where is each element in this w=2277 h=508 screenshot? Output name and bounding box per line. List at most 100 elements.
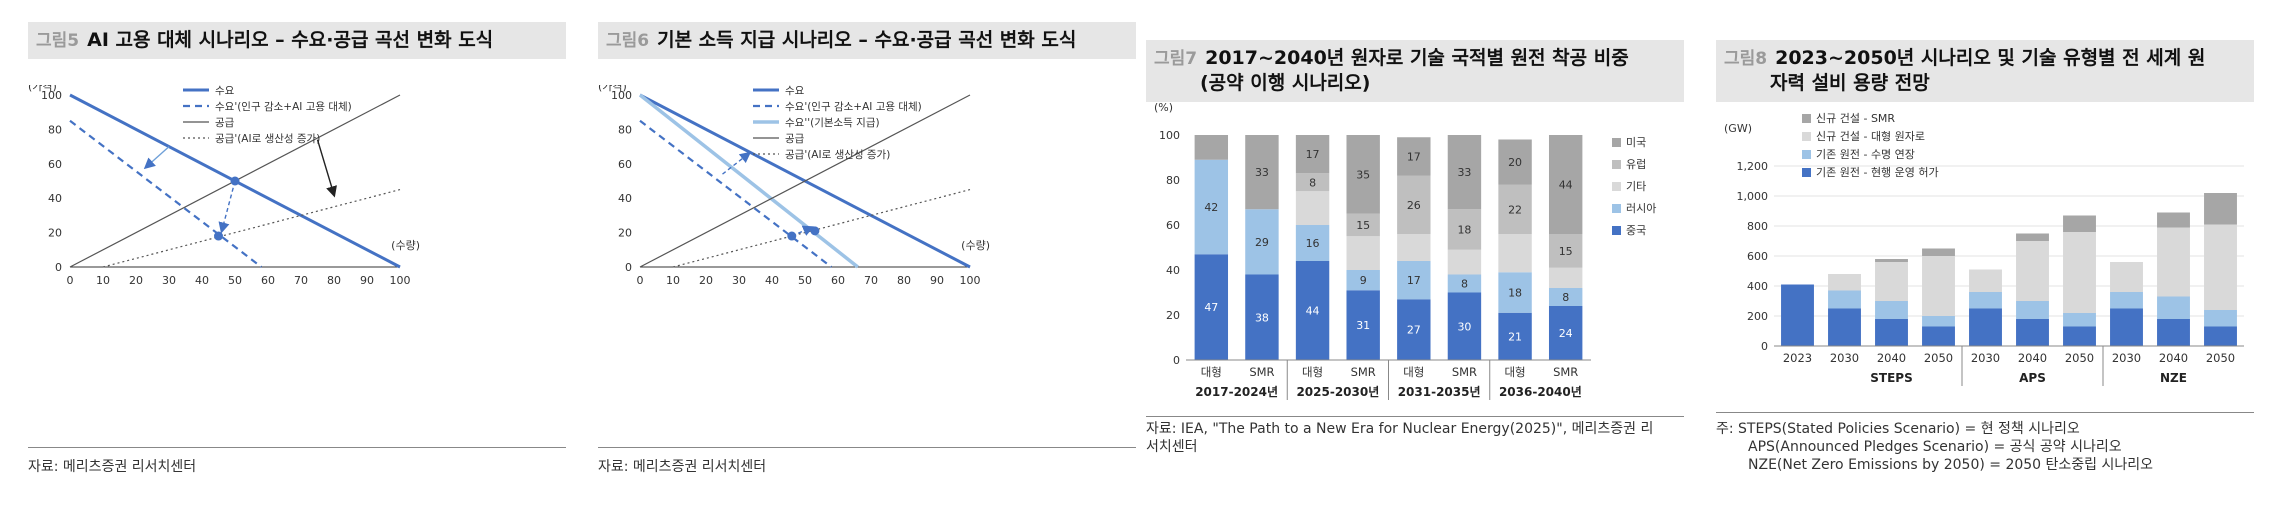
figure-6-chart: (가격) 0 20 40 60 80 100 0 10 20 30 40 50 60 70 80 90 100 (수… [598, 85, 990, 287]
x-tick-label: SMR [1452, 365, 1477, 379]
group-label: STEPS [1870, 371, 1912, 385]
figure-title: 기본 소득 지급 시나리오 – 수요·공급 곡선 변화 도식 [657, 29, 1077, 51]
figure-5-title-bar: 그림5 AI 고용 대체 시나리오 – 수요·공급 곡선 변화 도식 [28, 22, 566, 59]
figure-5-panel: 그림5 AI 고용 대체 시나리오 – 수요·공급 곡선 변화 도식 (가격) 0 2… [28, 0, 566, 508]
legend-swatch [1802, 168, 1811, 177]
equilibrium-shift-arrow [218, 180, 236, 234]
legend-swatch [1612, 182, 1621, 191]
equilibrium-point [810, 226, 820, 236]
figure-7-title-bar: 그림7 2017~2040년 원자로 기술 국적별 원전 착공 비중 (공약 이행… [1146, 40, 1684, 102]
y-tick-label: 400 [1747, 280, 1768, 293]
bar-segment [1194, 254, 1229, 360]
x-tick-label: 50 [798, 274, 812, 287]
legend-label: 공급 [215, 117, 235, 129]
bar-segment [2063, 215, 2096, 232]
bar-segment [1548, 234, 1583, 268]
y-tick-label: 40 [48, 192, 62, 205]
legend-label: 기타 [1626, 180, 1646, 193]
figure-title-line-1: 2017~2040년 원자로 기술 국적별 원전 착공 비중 [1205, 47, 1629, 69]
bar-segment [1548, 288, 1583, 306]
data-label: 22 [1508, 203, 1522, 216]
data-label: 33 [1457, 166, 1471, 179]
x-tick-label: 50 [228, 274, 242, 287]
bar-segment [1922, 248, 1955, 256]
data-label: 33 [1255, 166, 1269, 179]
x-tick-label: 2040 [2018, 351, 2047, 365]
bar-segment [1397, 234, 1431, 261]
x-tick-label: SMR [1249, 365, 1274, 379]
x-tick-label: 100 [960, 274, 981, 287]
figure-title-line-2: 자력 설비 용량 전망 [1770, 72, 1930, 94]
y-tick-label: 20 [1166, 309, 1180, 322]
series-line-2 [638, 93, 859, 269]
bar-segment [2204, 326, 2237, 346]
y-tick-label: 100 [1159, 129, 1180, 142]
data-label: 29 [1255, 236, 1269, 249]
bar-segment [1346, 270, 1380, 291]
bar-segment [1245, 209, 1279, 275]
x-tick-label: 2030 [2112, 351, 2141, 365]
bar-segment [1498, 234, 1532, 273]
figure-number: 그림6 [606, 31, 650, 51]
data-label: 31 [1356, 319, 1370, 332]
bar-segment [1447, 135, 1482, 210]
data-label: 15 [1356, 219, 1370, 232]
y-tick-label: 80 [48, 123, 62, 136]
bar-segment [1875, 259, 1908, 262]
data-label: 21 [1508, 330, 1522, 343]
x-tick-label: 70 [294, 274, 308, 287]
x-tick-label: 2050 [2065, 351, 2094, 365]
bar-segment [1498, 312, 1532, 360]
source-divider [598, 447, 1136, 448]
figure-7-chart: (%) 0 20 40 60 80 100 47 42 대형 38 29 33 SMR 44 16 8 17 대형 3… [1154, 101, 1656, 400]
bar-segment [1548, 306, 1583, 360]
figure-5-source: 자료: 메리츠증권 리서치센터 [28, 459, 197, 475]
x-tick-label: 40 [195, 274, 209, 287]
bar-segment [1397, 137, 1431, 176]
data-label: 42 [1204, 201, 1218, 214]
bar-segment [1447, 209, 1482, 250]
legend-label: 러시아 [1626, 202, 1656, 215]
source-line-2: 서치센터 [1146, 439, 1198, 455]
x-tick-label: 90 [360, 274, 374, 287]
legend-swatch [1612, 226, 1621, 235]
figure-title-line-2: (공약 이행 시나리오) [1200, 72, 1371, 94]
figure-6-source: 자료: 메리츠증권 리서치센터 [598, 459, 767, 475]
bar-segment [1969, 269, 2002, 292]
x-tick-label: 80 [897, 274, 911, 287]
y-tick-label: 0 [1761, 340, 1768, 353]
figure-number: 그림5 [36, 31, 80, 51]
bar-segment [1346, 290, 1380, 360]
data-label: 44 [1306, 305, 1320, 318]
legend-label: 기존 원전 - 현행 운영 허가 [1816, 166, 1939, 179]
figure-6-title-bar: 그림6 기본 소득 지급 시나리오 – 수요·공급 곡선 변화 도식 [598, 22, 1136, 59]
bar-segment [2016, 233, 2049, 241]
bar-segment [1295, 173, 1330, 192]
bar-segment [1346, 135, 1380, 214]
legend-label: 공급 [785, 133, 805, 145]
bar-segment [1397, 175, 1431, 234]
y-axis-label: (가격) [598, 85, 627, 93]
x-tick-label: 0 [67, 274, 74, 287]
bar-segment [2016, 319, 2049, 346]
data-label: 9 [1360, 274, 1367, 287]
x-tick-label: 60 [261, 274, 275, 287]
data-label: 17 [1407, 150, 1421, 163]
bar-segment [1922, 326, 1955, 346]
bar-segment [1498, 139, 1532, 185]
x-tick-label: 2040 [2159, 351, 2188, 365]
y-axis-label: (가격) [28, 85, 57, 93]
bar-segment [1346, 213, 1380, 237]
data-label: 24 [1559, 327, 1573, 340]
group-label: APS [2019, 371, 2046, 385]
figure-6-panel: 그림6 기본 소득 지급 시나리오 – 수요·공급 곡선 변화 도식 (가격) 0 2… [598, 0, 1136, 508]
unit-label: (GW) [1724, 122, 1752, 135]
y-tick-label: 100 [611, 89, 632, 102]
data-label: 27 [1407, 324, 1421, 337]
legend-label: 신규 건설 - 대형 원자로 [1816, 130, 1925, 143]
group-label: NZE [2160, 371, 2187, 385]
legend-label: 수요''(기본소득 지급) [785, 117, 880, 129]
x-tick-label: 30 [162, 274, 176, 287]
figure-8-chart: (GW) 0 200 400 600 800 1,000 1,200 2023 2030 2040 2… [1724, 112, 2244, 386]
x-tick-label: 70 [864, 274, 878, 287]
